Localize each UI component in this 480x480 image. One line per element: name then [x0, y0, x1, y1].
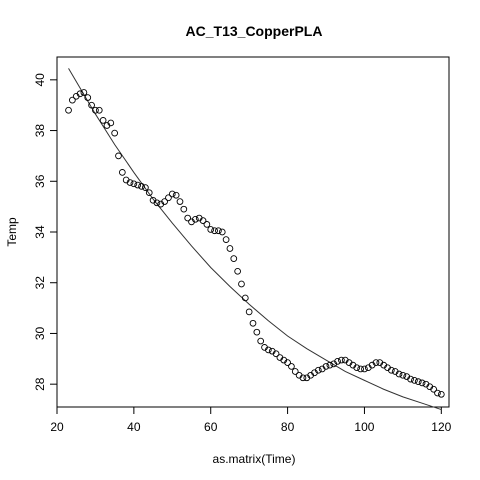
data-point	[118, 169, 126, 176]
data-point	[184, 214, 192, 222]
data-point	[284, 359, 291, 366]
data-point	[291, 368, 299, 375]
data-point	[272, 350, 280, 358]
data-point	[314, 366, 322, 374]
data-point	[172, 191, 180, 199]
data-point	[257, 337, 265, 345]
data-point	[207, 226, 215, 233]
data-point	[411, 377, 418, 384]
data-point	[418, 379, 426, 387]
data-point	[338, 356, 345, 364]
y-tick-label: 38	[33, 124, 47, 138]
data-point	[245, 308, 253, 316]
data-point	[334, 358, 341, 365]
data-point	[437, 390, 445, 398]
data-point	[145, 189, 153, 197]
data-point	[80, 89, 88, 96]
y-tick-label: 32	[33, 276, 47, 290]
x-tick-label: 100	[354, 420, 374, 434]
data-point	[218, 228, 226, 236]
data-point	[203, 221, 211, 228]
data-point	[322, 363, 330, 370]
data-point	[76, 90, 84, 98]
data-point	[138, 183, 145, 190]
data-point	[226, 245, 234, 252]
x-tick-label: 60	[204, 420, 218, 434]
data-point	[434, 389, 441, 397]
data-point	[222, 236, 230, 243]
data-point	[395, 370, 403, 378]
data-point	[134, 181, 142, 189]
data-point	[180, 205, 188, 213]
data-point	[215, 227, 222, 235]
data-point	[153, 199, 161, 207]
data-point	[65, 106, 72, 114]
data-point	[361, 365, 368, 373]
data-point	[199, 217, 207, 224]
y-tick-label: 40	[33, 73, 47, 87]
data-point	[353, 364, 361, 372]
data-point	[142, 184, 149, 191]
data-point	[165, 194, 172, 202]
data-point	[238, 280, 245, 288]
x-tick-label: 20	[50, 420, 64, 434]
plot-frame	[56, 56, 450, 408]
data-point	[115, 152, 122, 160]
data-point	[211, 227, 218, 235]
data-point	[388, 366, 395, 374]
fit-line-layer	[68, 68, 442, 411]
y-tick-label: 34	[33, 225, 47, 239]
data-point	[299, 374, 307, 382]
y-axis: 28 30 32 34 36 38 40	[33, 73, 58, 391]
data-point	[176, 198, 184, 205]
fit-line	[68, 68, 442, 411]
x-tick-label: 40	[127, 420, 141, 434]
data-point	[372, 359, 380, 366]
data-point	[249, 319, 257, 327]
data-point	[168, 190, 176, 198]
x-tick-label: 120	[431, 420, 451, 434]
data-point	[95, 106, 103, 114]
chart-title: AC_T13_CopperPLA	[186, 23, 323, 39]
data-point	[430, 385, 437, 393]
data-point	[111, 129, 119, 137]
y-tick-label: 28	[33, 377, 47, 391]
data-point	[414, 378, 422, 385]
data-point	[230, 255, 238, 262]
points-layer	[65, 89, 445, 398]
data-point	[69, 96, 76, 104]
x-tick-label: 80	[281, 420, 295, 434]
data-point	[92, 106, 99, 114]
y-axis-label: Temp	[5, 217, 19, 247]
data-point	[399, 371, 407, 379]
data-point	[407, 375, 414, 383]
data-point	[357, 365, 364, 373]
data-point	[326, 361, 334, 369]
data-point	[99, 117, 107, 124]
data-point	[88, 101, 95, 109]
y-tick-label: 30	[33, 326, 47, 340]
data-point	[192, 215, 199, 223]
data-point	[130, 180, 138, 188]
data-point	[126, 179, 134, 186]
data-point	[241, 294, 249, 302]
x-axis-label: as.matrix(Time)	[213, 452, 296, 466]
data-point	[107, 119, 115, 127]
data-point	[161, 198, 168, 205]
data-point	[84, 94, 92, 101]
y-tick-label: 36	[33, 174, 47, 188]
data-point	[288, 363, 295, 370]
data-point	[253, 328, 261, 336]
x-axis: 20 40 60 80 100 120	[50, 406, 452, 434]
data-point	[234, 267, 241, 275]
data-point	[265, 346, 272, 354]
